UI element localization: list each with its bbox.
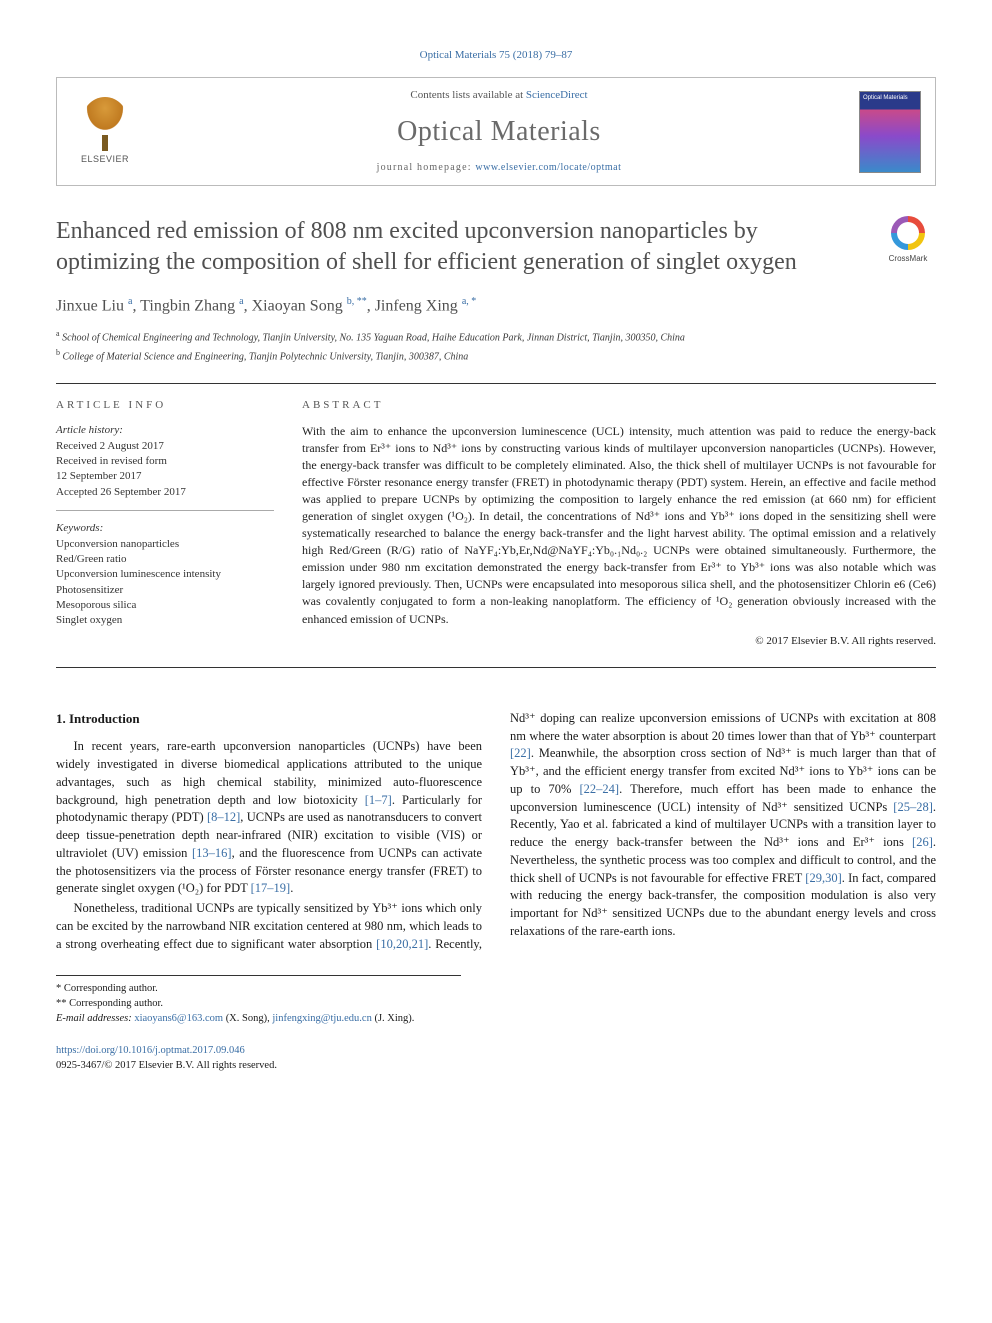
abstract-head: ABSTRACT [302, 398, 936, 413]
corresponding-footnotes: * Corresponding author. ** Corresponding… [56, 975, 461, 1026]
keyword: Upconversion nanoparticles [56, 537, 274, 552]
author-list: Jinxue Liu a, Tingbin Zhang a, Xiaoyan S… [56, 295, 936, 318]
keyword: Red/Green ratio [56, 552, 274, 567]
crossmark-label: CrossMark [889, 253, 928, 264]
history-line: 12 September 2017 [56, 469, 274, 484]
affiliation: b College of Material Science and Engine… [56, 347, 936, 364]
ref-link[interactable]: [17–19] [251, 881, 291, 895]
ref-link[interactable]: [1–7] [365, 793, 392, 807]
history-line: Received 2 August 2017 [56, 439, 274, 454]
crossmark-icon [891, 216, 925, 250]
homepage-prefix: journal homepage: [377, 162, 476, 173]
email-link[interactable]: xiaoyans6@163.com [134, 1013, 223, 1024]
ref-link[interactable]: [22] [510, 746, 531, 760]
keyword: Mesoporous silica [56, 598, 274, 613]
crossmark-badge[interactable]: CrossMark [880, 216, 936, 264]
article-info-head: ARTICLE INFO [56, 398, 274, 413]
ref-link[interactable]: [25–28] [893, 800, 933, 814]
separator [56, 383, 936, 384]
ref-link[interactable]: [13–16] [192, 846, 232, 860]
citation-link[interactable]: Optical Materials 75 (2018) 79–87 [420, 49, 573, 61]
corr-note-1: * Corresponding author. [56, 982, 461, 997]
section-heading-intro: 1. Introduction [56, 710, 482, 728]
publisher-logo[interactable]: ELSEVIER [71, 97, 139, 166]
article-history: Article history: Received 2 August 2017R… [56, 423, 274, 629]
homepage-link[interactable]: www.elsevier.com/locate/optmat [475, 162, 621, 173]
ref-link[interactable]: [10,20,21] [376, 937, 428, 951]
contents-prefix: Contents lists available at [410, 89, 525, 101]
journal-homepage: journal homepage: www.elsevier.com/locat… [139, 161, 859, 175]
history-line: Received in revised form [56, 454, 274, 469]
corr-emails: E-mail addresses: xiaoyans6@163.com (X. … [56, 1012, 461, 1027]
affiliation: a School of Chemical Engineering and Tec… [56, 328, 936, 345]
elsevier-tree-icon [81, 97, 129, 151]
page-footer: https://doi.org/10.1016/j.optmat.2017.09… [56, 1044, 936, 1073]
doi-link[interactable]: https://doi.org/10.1016/j.optmat.2017.09… [56, 1045, 245, 1056]
keyword: Upconversion luminescence intensity [56, 567, 274, 582]
citation-line: Optical Materials 75 (2018) 79–87 [56, 48, 936, 63]
body-text: 1. Introduction In recent years, rare-ea… [56, 710, 936, 953]
history-label: Article history: [56, 423, 274, 438]
contents-available: Contents lists available at ScienceDirec… [139, 88, 859, 103]
sciencedirect-link[interactable]: ScienceDirect [526, 89, 588, 101]
issn-copyright: 0925-3467/© 2017 Elsevier B.V. All right… [56, 1060, 277, 1071]
journal-cover-thumb[interactable] [859, 91, 921, 173]
keyword: Photosensitizer [56, 583, 274, 598]
publisher-name: ELSEVIER [81, 153, 129, 166]
intro-para-1: In recent years, rare-earth upconversion… [56, 738, 482, 898]
ref-link[interactable]: [8–12] [207, 810, 240, 824]
keyword: Singlet oxygen [56, 613, 274, 628]
separator [56, 667, 936, 668]
email-label: E-mail addresses: [56, 1013, 134, 1024]
abstract-copyright: © 2017 Elsevier B.V. All rights reserved… [302, 634, 936, 649]
ref-link[interactable]: [22–24] [580, 782, 620, 796]
journal-title: Optical Materials [139, 112, 859, 151]
email-link[interactable]: jinfengxing@tju.edu.cn [272, 1013, 371, 1024]
history-line: Accepted 26 September 2017 [56, 485, 274, 500]
keywords-label: Keywords: [56, 521, 274, 536]
corr-note-2: ** Corresponding author. [56, 997, 461, 1012]
abstract-text: With the aim to enhance the upconversion… [302, 423, 936, 627]
ref-link[interactable]: [26] [912, 835, 933, 849]
ref-link[interactable]: [29,30] [805, 871, 841, 885]
article-title: Enhanced red emission of 808 nm excited … [56, 216, 864, 277]
masthead: ELSEVIER Contents lists available at Sci… [56, 77, 936, 186]
